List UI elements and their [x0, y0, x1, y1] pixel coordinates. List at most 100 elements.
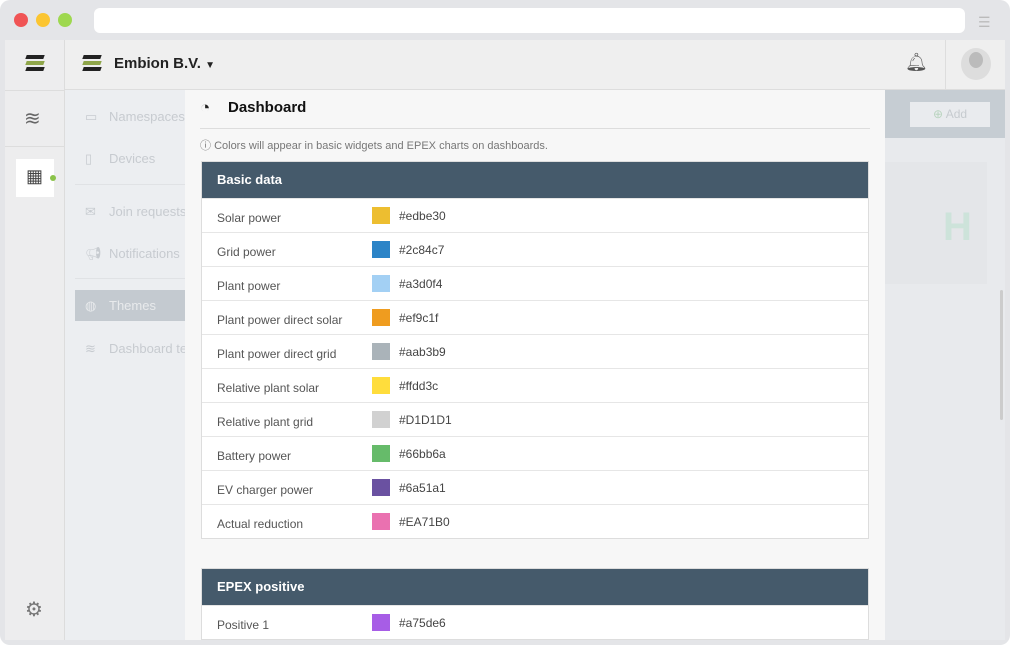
embion-logo [25, 55, 45, 73]
color-value[interactable]: #ffdd3c [399, 379, 439, 393]
bell-icon[interactable]: 🔔︎ [905, 52, 928, 72]
logo-h: H [943, 205, 972, 249]
megaphone-icon: 📢︎ [85, 246, 102, 261]
color-swatch[interactable] [372, 275, 390, 292]
color-row: Relative plant solar #ffdd3c [202, 368, 868, 402]
label: Devices [109, 151, 156, 166]
color-value[interactable]: #EA71B0 [399, 515, 450, 529]
org-selector[interactable]: Embion B.V. ▼ [114, 55, 215, 72]
color-row: Plant power direct grid #aab3b9 [202, 334, 868, 368]
color-swatch[interactable] [372, 309, 390, 326]
address-bar[interactable] [94, 8, 965, 33]
color-swatch[interactable] [372, 377, 390, 394]
color-swatch[interactable] [372, 445, 390, 462]
row-label: Relative plant grid [217, 415, 314, 429]
label: Join requests [109, 204, 187, 219]
basic-data-table: Basic data Solar power #edbe30 Grid power #… [201, 161, 869, 539]
status-dot [50, 175, 56, 181]
maximize-window-button[interactable] [58, 13, 72, 27]
section-header: Basic data [202, 162, 868, 198]
row-label: Actual reduction [217, 517, 304, 531]
color-row: Solar power #edbe30 [202, 198, 868, 232]
palette-icon: ◍ [85, 298, 97, 313]
color-value[interactable]: #2c84c7 [399, 243, 445, 257]
color-swatch[interactable] [372, 614, 390, 631]
settings-icon[interactable]: ⚙ [25, 599, 43, 621]
color-value[interactable]: #6a51a1 [399, 481, 446, 495]
color-row: Actual reduction #EA71B0 [202, 504, 868, 538]
row-label: Relative plant solar [217, 381, 320, 395]
section-header: EPEX positive [202, 569, 868, 605]
avatar[interactable] [961, 48, 991, 80]
sidebar-item-dashboard-templates[interactable]: ≋ Dashboard te [65, 333, 190, 364]
color-value[interactable]: #a3d0f4 [399, 277, 443, 291]
epex-positive-table: EPEX positive Positive 1 #a75de6 [201, 568, 869, 640]
label: Themes [109, 298, 156, 313]
embion-logo [82, 55, 102, 73]
color-value[interactable]: #66bb6a [399, 447, 446, 461]
row-label: Positive 1 [217, 618, 270, 632]
color-row: EV charger power #6a51a1 [202, 470, 868, 504]
row-label: Battery power [217, 449, 292, 463]
hint-text: ⓘ Colors will appear in basic widgets an… [200, 137, 548, 153]
left-rail: ≋ ▦ ⚙ [5, 40, 65, 640]
sidebar-item-notifications[interactable]: 📢︎ Notifications [65, 238, 190, 269]
color-swatch[interactable] [372, 241, 390, 258]
hint-label: Colors will appear in basic widgets and … [214, 140, 548, 152]
color-swatch[interactable] [372, 411, 390, 428]
color-value[interactable]: #a75de6 [399, 616, 446, 630]
color-swatch[interactable] [372, 479, 390, 496]
chevron-down-icon: ▼ [205, 60, 216, 71]
color-swatch[interactable] [372, 207, 390, 224]
envelope-icon: ✉ [85, 204, 96, 219]
add-label: Add [945, 107, 968, 121]
building-button[interactable]: ▦ [16, 159, 56, 197]
layers-icon: ≋ [85, 341, 96, 356]
color-row: Relative plant grid #D1D1D1 [202, 402, 868, 436]
color-swatch[interactable] [372, 343, 390, 360]
plus-circle-icon: ⊕ [932, 107, 944, 121]
sidebar-item-themes[interactable]: ◍ Themes [75, 290, 190, 321]
color-row: Plant power direct solar #ef9c1f [202, 300, 868, 334]
scrollbar[interactable] [1000, 290, 1003, 420]
panel-title: Dashboard [228, 99, 307, 116]
row-label: Plant power [217, 279, 281, 293]
label: Notifications [109, 246, 180, 261]
row-label: Grid power [217, 245, 276, 259]
color-value[interactable]: #ef9c1f [399, 311, 439, 325]
sidebar-item-join-requests[interactable]: ✉ Join requests [65, 196, 190, 227]
sidebar-item-namespaces[interactable]: ▭ Namespaces [65, 101, 190, 132]
top-header: Embion B.V. ▼ 🔔︎ [65, 40, 1005, 90]
color-value[interactable]: #D1D1D1 [399, 413, 452, 427]
label: Dashboard te [109, 341, 188, 356]
layers-icon[interactable]: ≋ [24, 108, 41, 130]
gauge-icon: ◔ [200, 98, 211, 117]
color-swatch[interactable] [372, 513, 390, 530]
background-content: ⊕ Add H [885, 90, 1005, 640]
sidebar-item-devices[interactable]: ▯ Devices [65, 143, 190, 174]
label: Namespaces [109, 109, 185, 124]
building-icon: ▦ [26, 166, 44, 186]
menu-icon[interactable]: ☰ [978, 14, 991, 30]
color-row: Positive 1 #a75de6 [202, 605, 868, 639]
row-label: EV charger power [217, 483, 314, 497]
minimize-window-button[interactable] [36, 13, 50, 27]
add-button[interactable]: ⊕ Add [910, 102, 990, 127]
color-row: Grid power #2c84c7 [202, 232, 868, 266]
close-window-button[interactable] [14, 13, 28, 27]
org-name: Embion B.V. [114, 55, 201, 72]
sidebar-menu: ▭ Namespaces ▯ Devices ✉ Join requests 📢︎ No… [65, 90, 190, 640]
folder-icon: ▭ [85, 109, 98, 124]
app: ≋ ▦ ⚙ Embion B.V. ▼ 🔔︎ ▭ Namespaces ▯ Devi… [5, 40, 1005, 640]
device-icon: ▯ [85, 151, 93, 166]
color-row: Battery power #66bb6a [202, 436, 868, 470]
color-value[interactable]: #aab3b9 [399, 345, 446, 359]
row-label: Plant power direct solar [217, 313, 343, 327]
color-row: Plant power #a3d0f4 [202, 266, 868, 300]
color-value[interactable]: #edbe30 [399, 209, 446, 223]
row-label: Solar power [217, 211, 282, 225]
row-label: Plant power direct grid [217, 347, 337, 361]
help-icon: ⓘ [200, 140, 211, 152]
dashboard-theme-panel: ◔ Dashboard ⓘ Colors will appear in basi… [185, 90, 885, 640]
